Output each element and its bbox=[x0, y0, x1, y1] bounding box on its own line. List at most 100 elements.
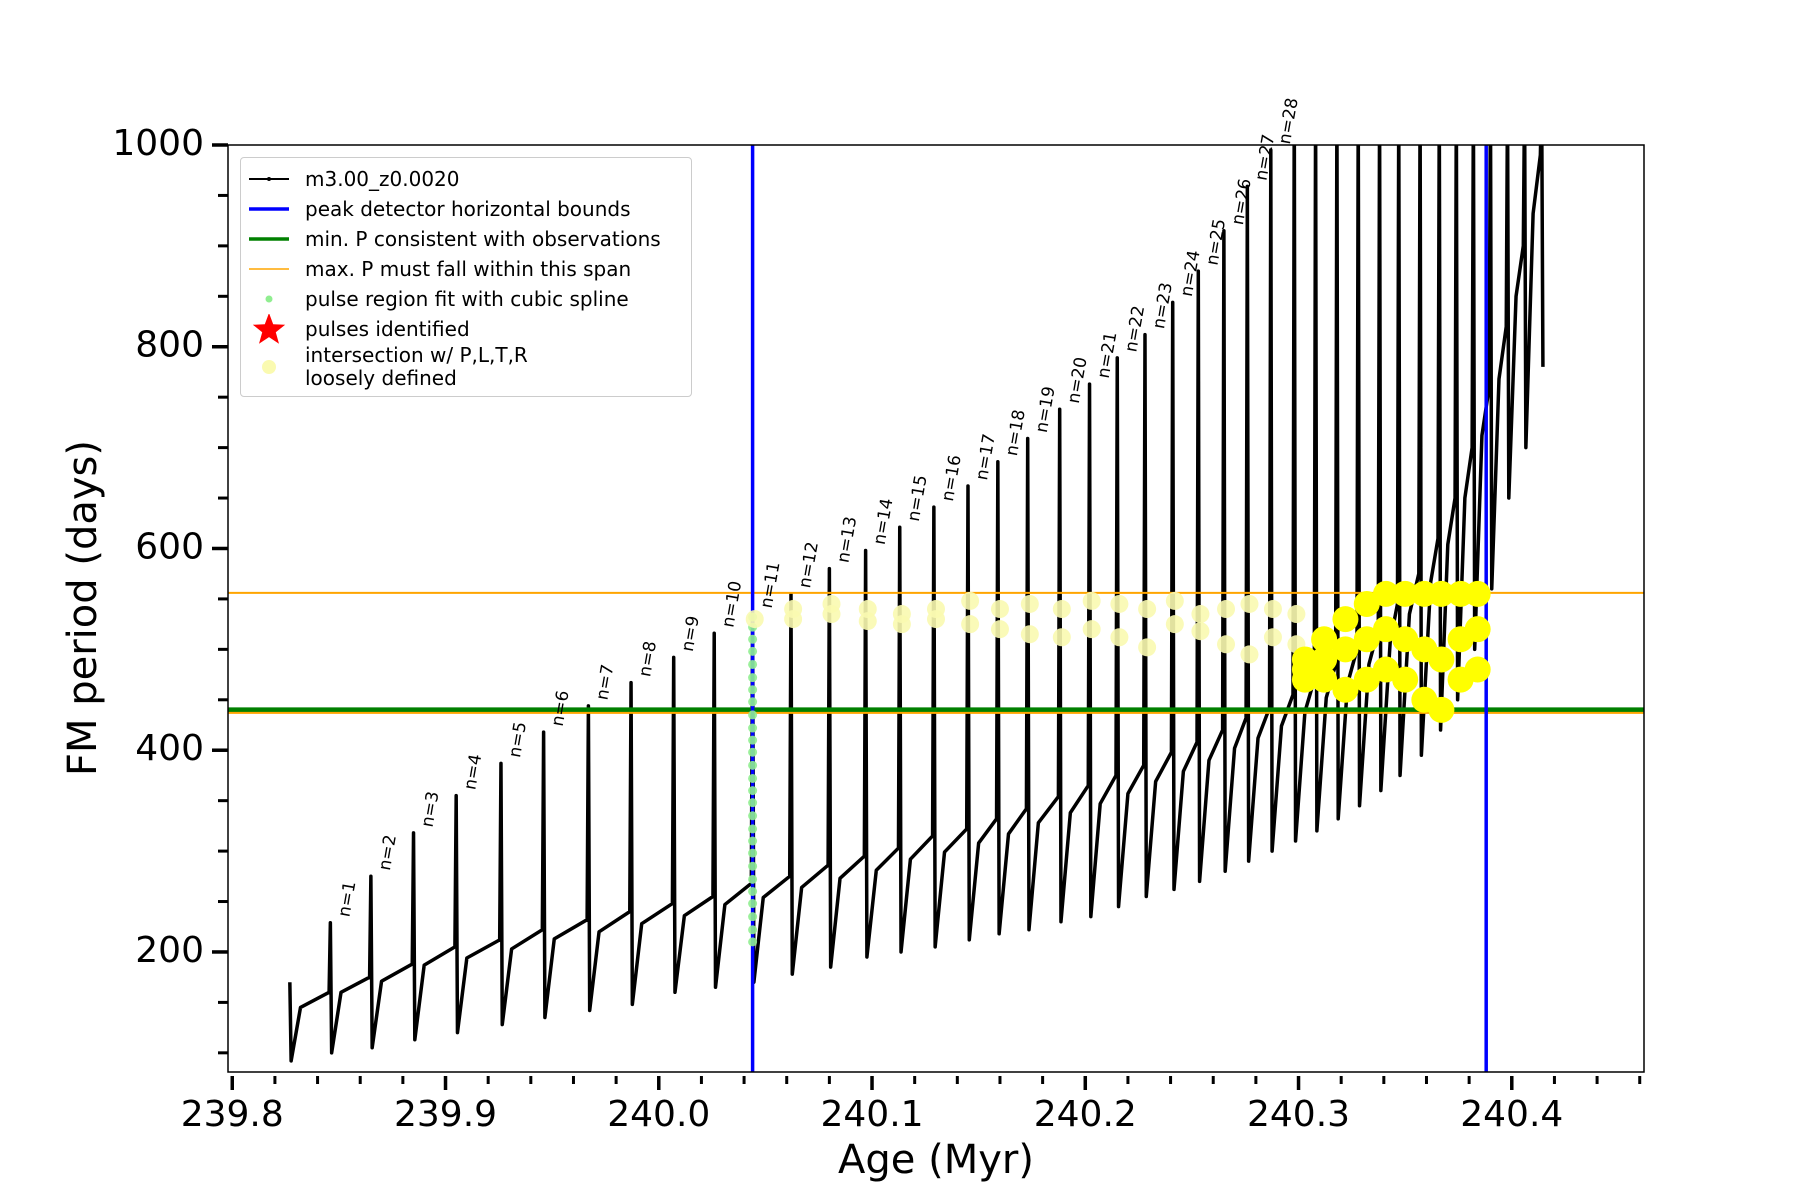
annotation: n=2 bbox=[375, 833, 401, 872]
scatter-point bbox=[1138, 600, 1157, 619]
scatter-point bbox=[748, 886, 758, 896]
legend-label: peak detector horizontal bounds bbox=[305, 196, 631, 221]
annotation: n=9 bbox=[678, 614, 704, 653]
scatter-point bbox=[1464, 580, 1491, 607]
annotation: n=17 bbox=[972, 432, 1000, 481]
legend-swatch bbox=[267, 177, 271, 181]
scatter-point bbox=[1165, 591, 1184, 610]
x-tick-label: 240.3 bbox=[1247, 1094, 1350, 1135]
scatter-point bbox=[748, 824, 758, 834]
legend-entry: pulses identified bbox=[241, 314, 691, 344]
y-tick-label: 600 bbox=[135, 526, 204, 567]
scatter-point bbox=[745, 610, 764, 629]
legend-icon bbox=[265, 295, 273, 303]
annotation: n=5 bbox=[505, 720, 531, 759]
scatter-point bbox=[1428, 696, 1455, 723]
scatter-point bbox=[748, 760, 758, 770]
annotation: n=20 bbox=[1064, 356, 1092, 405]
scatter-point bbox=[1353, 666, 1380, 693]
scatter-point bbox=[1263, 628, 1282, 647]
legend: m3.00_z0.0020 peak detector horizontal bo… bbox=[240, 157, 692, 397]
scatter-point bbox=[748, 848, 758, 858]
y-tick-label: 400 bbox=[135, 728, 204, 769]
annotation: n=11 bbox=[757, 560, 785, 609]
scatter-point bbox=[1392, 626, 1419, 653]
legend-icon bbox=[249, 268, 289, 270]
scatter-point bbox=[1428, 646, 1455, 673]
legend-entry: m3.00_z0.0020 bbox=[241, 164, 691, 194]
legend-entry: peak detector horizontal bounds bbox=[241, 194, 691, 224]
legend-swatch bbox=[262, 360, 276, 374]
scatter-point bbox=[1165, 615, 1184, 634]
scatter-point bbox=[748, 912, 758, 922]
x-tick-label: 240.1 bbox=[820, 1094, 923, 1135]
annotation: n=7 bbox=[593, 663, 619, 702]
legend-icon bbox=[262, 360, 276, 374]
legend-icon bbox=[252, 314, 286, 344]
scatter-point bbox=[1311, 666, 1338, 693]
scatter-point bbox=[1392, 580, 1419, 607]
scatter-point bbox=[748, 723, 758, 733]
scatter-point bbox=[1020, 594, 1039, 613]
scatter-point bbox=[748, 798, 758, 808]
legend-icon bbox=[249, 237, 289, 241]
scatter-point bbox=[748, 925, 758, 935]
scatter-point bbox=[748, 836, 758, 846]
scatter-point bbox=[1052, 628, 1071, 647]
scatter-point bbox=[858, 612, 877, 631]
annotation: n=24 bbox=[1177, 249, 1205, 298]
scatter-point bbox=[1428, 580, 1455, 607]
legend-label: intersection w/ P,L,T,R loosely defined bbox=[305, 343, 528, 390]
annotation: n=6 bbox=[548, 689, 574, 728]
scatter-point bbox=[990, 620, 1009, 639]
scatter-point bbox=[822, 605, 841, 624]
legend-label: pulses identified bbox=[305, 316, 470, 341]
annotation: n=1 bbox=[335, 880, 361, 919]
scatter-point bbox=[1287, 605, 1306, 624]
scatter-point bbox=[748, 673, 758, 683]
scatter-point bbox=[1217, 600, 1236, 619]
scatter-point bbox=[748, 874, 758, 884]
annotation: n=16 bbox=[938, 453, 966, 502]
scatter-point bbox=[748, 685, 758, 695]
plot-frame bbox=[227, 144, 1645, 1073]
x-tick-label: 239.9 bbox=[394, 1094, 497, 1135]
scatter-point bbox=[990, 600, 1009, 619]
scatter-point bbox=[927, 610, 945, 629]
scatter-point bbox=[1082, 620, 1101, 639]
scatter-point bbox=[1353, 626, 1380, 653]
scatter-point bbox=[1191, 605, 1210, 624]
y-tick-label: 1000 bbox=[112, 123, 204, 164]
scatter-point bbox=[1332, 676, 1359, 703]
annotation: n=28 bbox=[1275, 96, 1303, 145]
scatter-point bbox=[1332, 606, 1359, 633]
annotation: n=13 bbox=[834, 515, 862, 564]
legend-label: pulse region fit with cubic spline bbox=[305, 286, 629, 311]
scatter-point bbox=[1110, 594, 1129, 613]
scatter-point bbox=[1217, 635, 1236, 654]
scatter-point bbox=[1240, 594, 1259, 613]
scatter-point bbox=[748, 659, 758, 669]
annotation: n=12 bbox=[795, 540, 823, 589]
scatter-point bbox=[748, 786, 758, 796]
scatter-point bbox=[892, 615, 911, 634]
x-tick-label: 240.4 bbox=[1460, 1094, 1563, 1135]
legend-label: max. P must fall within this span bbox=[305, 256, 632, 281]
legend-label: min. P consistent with observations bbox=[305, 226, 661, 251]
legend-entry: min. P consistent with observations bbox=[241, 224, 691, 254]
scatter-point bbox=[1082, 591, 1101, 610]
x-axis-label: Age (Myr) bbox=[838, 1137, 1034, 1183]
x-tick-label: 240.2 bbox=[1034, 1094, 1137, 1135]
scatter-point bbox=[1392, 666, 1419, 693]
scatter-point bbox=[1311, 646, 1338, 673]
scatter-point bbox=[1372, 580, 1399, 607]
annotation: n=4 bbox=[460, 753, 486, 792]
plot-area bbox=[228, 145, 1644, 1072]
scatter-point bbox=[961, 615, 980, 634]
annotation: n=10 bbox=[718, 580, 746, 629]
x-tick-label: 239.8 bbox=[181, 1094, 284, 1135]
scatter-point bbox=[1020, 625, 1039, 644]
annotation: n=15 bbox=[904, 474, 932, 523]
scatter-point bbox=[748, 735, 758, 745]
